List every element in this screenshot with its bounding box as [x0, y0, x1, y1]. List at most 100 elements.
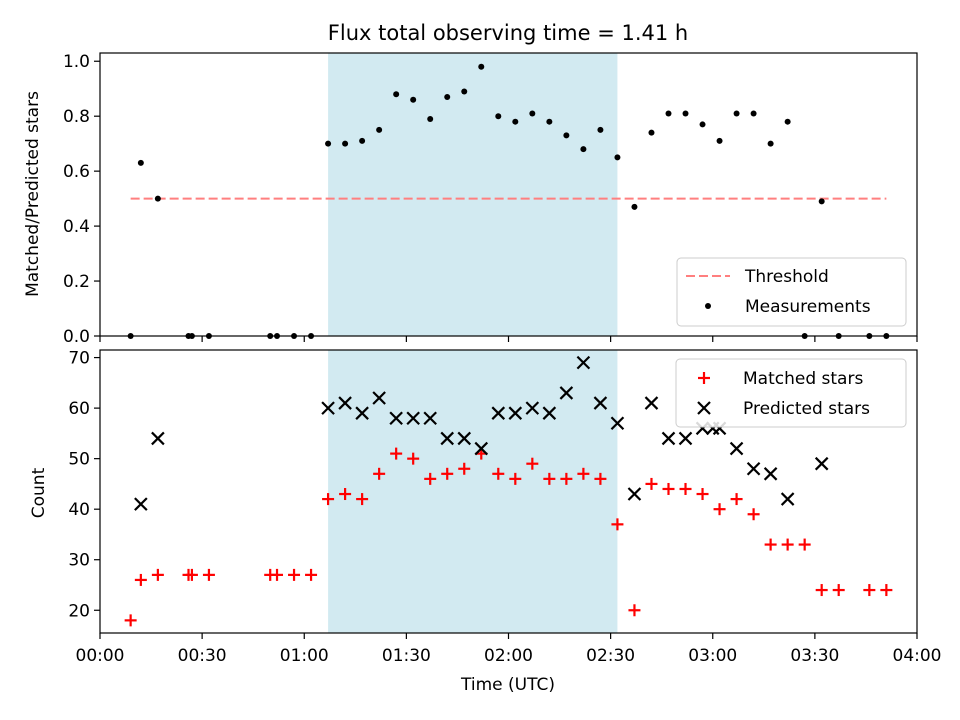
bottom-plot-area: 20 30 40 50 60 70 00:00 00:30 01:00 01:30 02:00 02:…: [68, 349, 941, 666]
x-b: [321, 401, 335, 415]
matched-stars-point: [134, 573, 147, 586]
x-b: [729, 441, 744, 456]
x-b: [746, 461, 761, 476]
matched-stars-point: [611, 518, 624, 531]
measurement-point: [427, 115, 434, 122]
x-b: [491, 406, 506, 420]
predicted-stars-point: [406, 411, 420, 426]
matched-stars-point: [880, 584, 893, 597]
legend-predicted-label: Predicted stars: [743, 399, 870, 419]
measurement-point: [546, 118, 553, 125]
legend-measurements-swatch: [705, 303, 711, 309]
measurement-point: [580, 146, 587, 153]
x-tick-label: 00:00: [76, 646, 125, 666]
matched-stars-point: [832, 584, 845, 597]
x-b: [372, 391, 386, 405]
x-tick-label: 01:00: [280, 646, 329, 666]
matched-stars-point: [645, 477, 658, 490]
matched-stars-point: [305, 568, 318, 581]
x-b: [763, 467, 778, 481]
x-b: [593, 396, 608, 410]
matched-stars-point: [390, 447, 403, 460]
top-shaded-interval: [328, 53, 618, 336]
predicted-stars-point: [134, 497, 148, 511]
x-b: [440, 431, 455, 446]
predicted-stars-point: [151, 431, 165, 446]
measurement-point: [325, 140, 332, 147]
matched-stars-point: [798, 538, 811, 551]
x-tick-label: 03:30: [790, 646, 839, 666]
matched-stars-point: [407, 452, 420, 465]
matched-stars-point: [863, 584, 876, 597]
matched-stars-point: [815, 584, 828, 597]
legend-predicted-swatch-b: [697, 401, 711, 415]
bottom-shaded-interval: [328, 350, 618, 633]
matched-stars-point: [185, 568, 198, 581]
measurement-point: [767, 140, 774, 147]
matched-stars-point: [509, 472, 522, 485]
matched-stars-point: [628, 604, 641, 617]
matched-stars-point: [124, 614, 137, 627]
predicted-stars-point: [423, 411, 437, 426]
predicted-stars-point: [508, 406, 523, 420]
legend-threshold-label: Threshold: [744, 267, 829, 287]
top-y-tick-label: 1.0: [63, 52, 90, 72]
predicted-stars-point: [372, 391, 386, 405]
matched-stars-point: [373, 467, 386, 480]
matched-stars-point: [781, 538, 794, 551]
measurement-point: [563, 132, 570, 139]
measurement-point: [359, 137, 366, 144]
predicted-stars-point: [474, 441, 489, 456]
predicted-stars-point: [763, 467, 778, 481]
predicted-stars-point: [321, 401, 335, 415]
predicted-stars-point: [678, 431, 693, 446]
x-b: [610, 416, 625, 431]
top-y-tick-label: 0.8: [63, 107, 90, 127]
measurement-point: [410, 96, 417, 103]
x-b: [644, 396, 659, 410]
x-tick-label: 02:30: [586, 646, 635, 666]
matched-stars-point: [662, 482, 675, 495]
matched-stars-point: [764, 538, 777, 551]
top-y-tick-label: 0.4: [63, 217, 90, 237]
matched-stars-point: [747, 508, 760, 521]
x-b: [542, 406, 557, 420]
x-b: [780, 492, 795, 506]
matched-stars-point: [151, 568, 164, 581]
measurement-point: [461, 88, 468, 95]
x-b: [338, 396, 352, 410]
measurement-point: [376, 126, 383, 133]
x-b: [814, 456, 829, 471]
predicted-stars-point: [729, 441, 744, 456]
predicted-stars-point: [559, 386, 574, 400]
predicted-stars-point: [644, 396, 659, 410]
matched-stars-point: [202, 568, 215, 581]
bottom-y-tick-label: 20: [68, 601, 90, 621]
top-legend: [676, 257, 907, 327]
measurement-point: [733, 110, 740, 117]
matched-stars-point: [730, 493, 743, 506]
predicted-stars-point: [593, 396, 608, 410]
x-b: [559, 386, 574, 400]
x-b: [423, 411, 437, 426]
x-tick-label: 00:30: [178, 646, 227, 666]
measurement-point: [665, 110, 672, 117]
matched-stars-point: [339, 488, 352, 501]
x-b: [406, 411, 420, 426]
measurement-point: [512, 118, 519, 125]
x-b: [627, 487, 642, 501]
predicted-stars-point: [440, 431, 455, 446]
top-y-tick-label: 0.2: [63, 272, 90, 292]
top-plot-area: 0.0 0.2 0.4 0.6 0.8 1.0 Threshold Measurements: [63, 52, 918, 347]
measurement-point: [393, 91, 400, 98]
chart-title: Flux total observing time = 1.41 h: [328, 21, 688, 45]
measurement-point: [682, 110, 689, 117]
measurement-point: [614, 154, 621, 161]
measurement-point: [631, 203, 638, 210]
matched-stars-point: [577, 467, 590, 480]
top-panel: 0.00.20.40.60.81.0ThresholdMeasurements …: [23, 52, 918, 347]
predicted-stars-point: [661, 431, 676, 446]
matched-stars-point: [322, 493, 335, 506]
x-b: [151, 431, 165, 446]
predicted-stars-point: [355, 406, 369, 420]
